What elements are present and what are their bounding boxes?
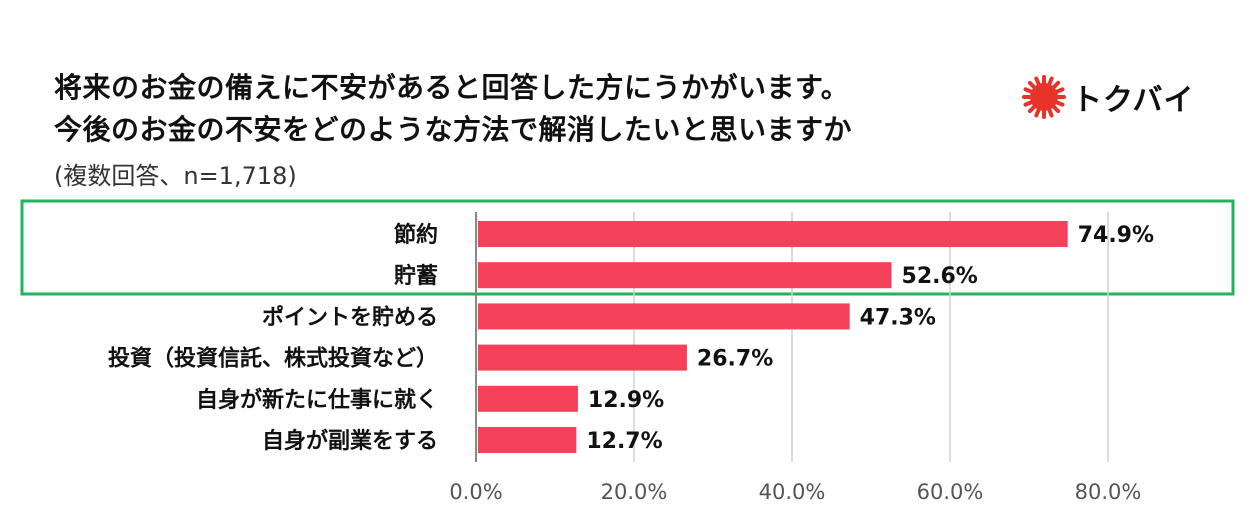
sun-ray [1051, 80, 1061, 90]
brand-logo: トクバイ [1022, 75, 1195, 119]
category-label: 自身が新たに仕事に就く [196, 387, 438, 413]
sun-ray [1023, 99, 1034, 107]
sun-ray [1054, 87, 1065, 95]
bar [478, 303, 850, 330]
sun-ray [1054, 99, 1065, 107]
chart-title-line-1: 将来のお金の備えに不安があると回答した方にうかがいます。 [54, 71, 850, 104]
highlight-box [20, 199, 1235, 296]
sun-ray [1023, 87, 1034, 95]
data-label: 26.7% [697, 347, 773, 372]
category-label: 貯蓄 [394, 263, 438, 289]
sun-ray [1034, 76, 1042, 87]
sun-burst-icon [1022, 75, 1066, 119]
sun-ray [1027, 80, 1037, 90]
bar [478, 262, 892, 289]
data-label: 52.6% [902, 264, 978, 289]
sun-ray [1051, 104, 1061, 114]
chart-subtitle: (複数回答、n=1,718) [54, 162, 297, 190]
bar [478, 221, 1068, 247]
sun-ray [1027, 104, 1037, 114]
x-tick-label: 80.0% [1075, 480, 1142, 504]
sun-ray [1034, 107, 1042, 118]
bar [478, 385, 578, 412]
category-label: ポイントを貯める [262, 304, 438, 330]
chart-title-line-2: 今後のお金の不安をどのような方法で解消したいと思いますか [54, 113, 853, 146]
category-label: 投資（投資信託、株式投資など） [108, 346, 438, 372]
data-label: 12.9% [588, 388, 664, 413]
sun-ray [1046, 76, 1054, 87]
bar [478, 427, 577, 453]
x-tick-label: 0.0% [449, 480, 502, 504]
data-label: 47.3% [860, 305, 936, 330]
sun-ray [1046, 107, 1054, 118]
category-label: 節約 [394, 222, 438, 248]
bar [478, 344, 687, 371]
x-tick-label: 20.0% [601, 480, 668, 504]
data-label: 74.9% [1078, 223, 1154, 248]
data-label: 12.7% [586, 429, 662, 454]
x-tick-label: 40.0% [759, 480, 826, 504]
logo-text: トクバイ [1072, 83, 1195, 118]
x-tick-label: 60.0% [917, 480, 984, 504]
category-label: 自身が副業をする [262, 428, 438, 454]
